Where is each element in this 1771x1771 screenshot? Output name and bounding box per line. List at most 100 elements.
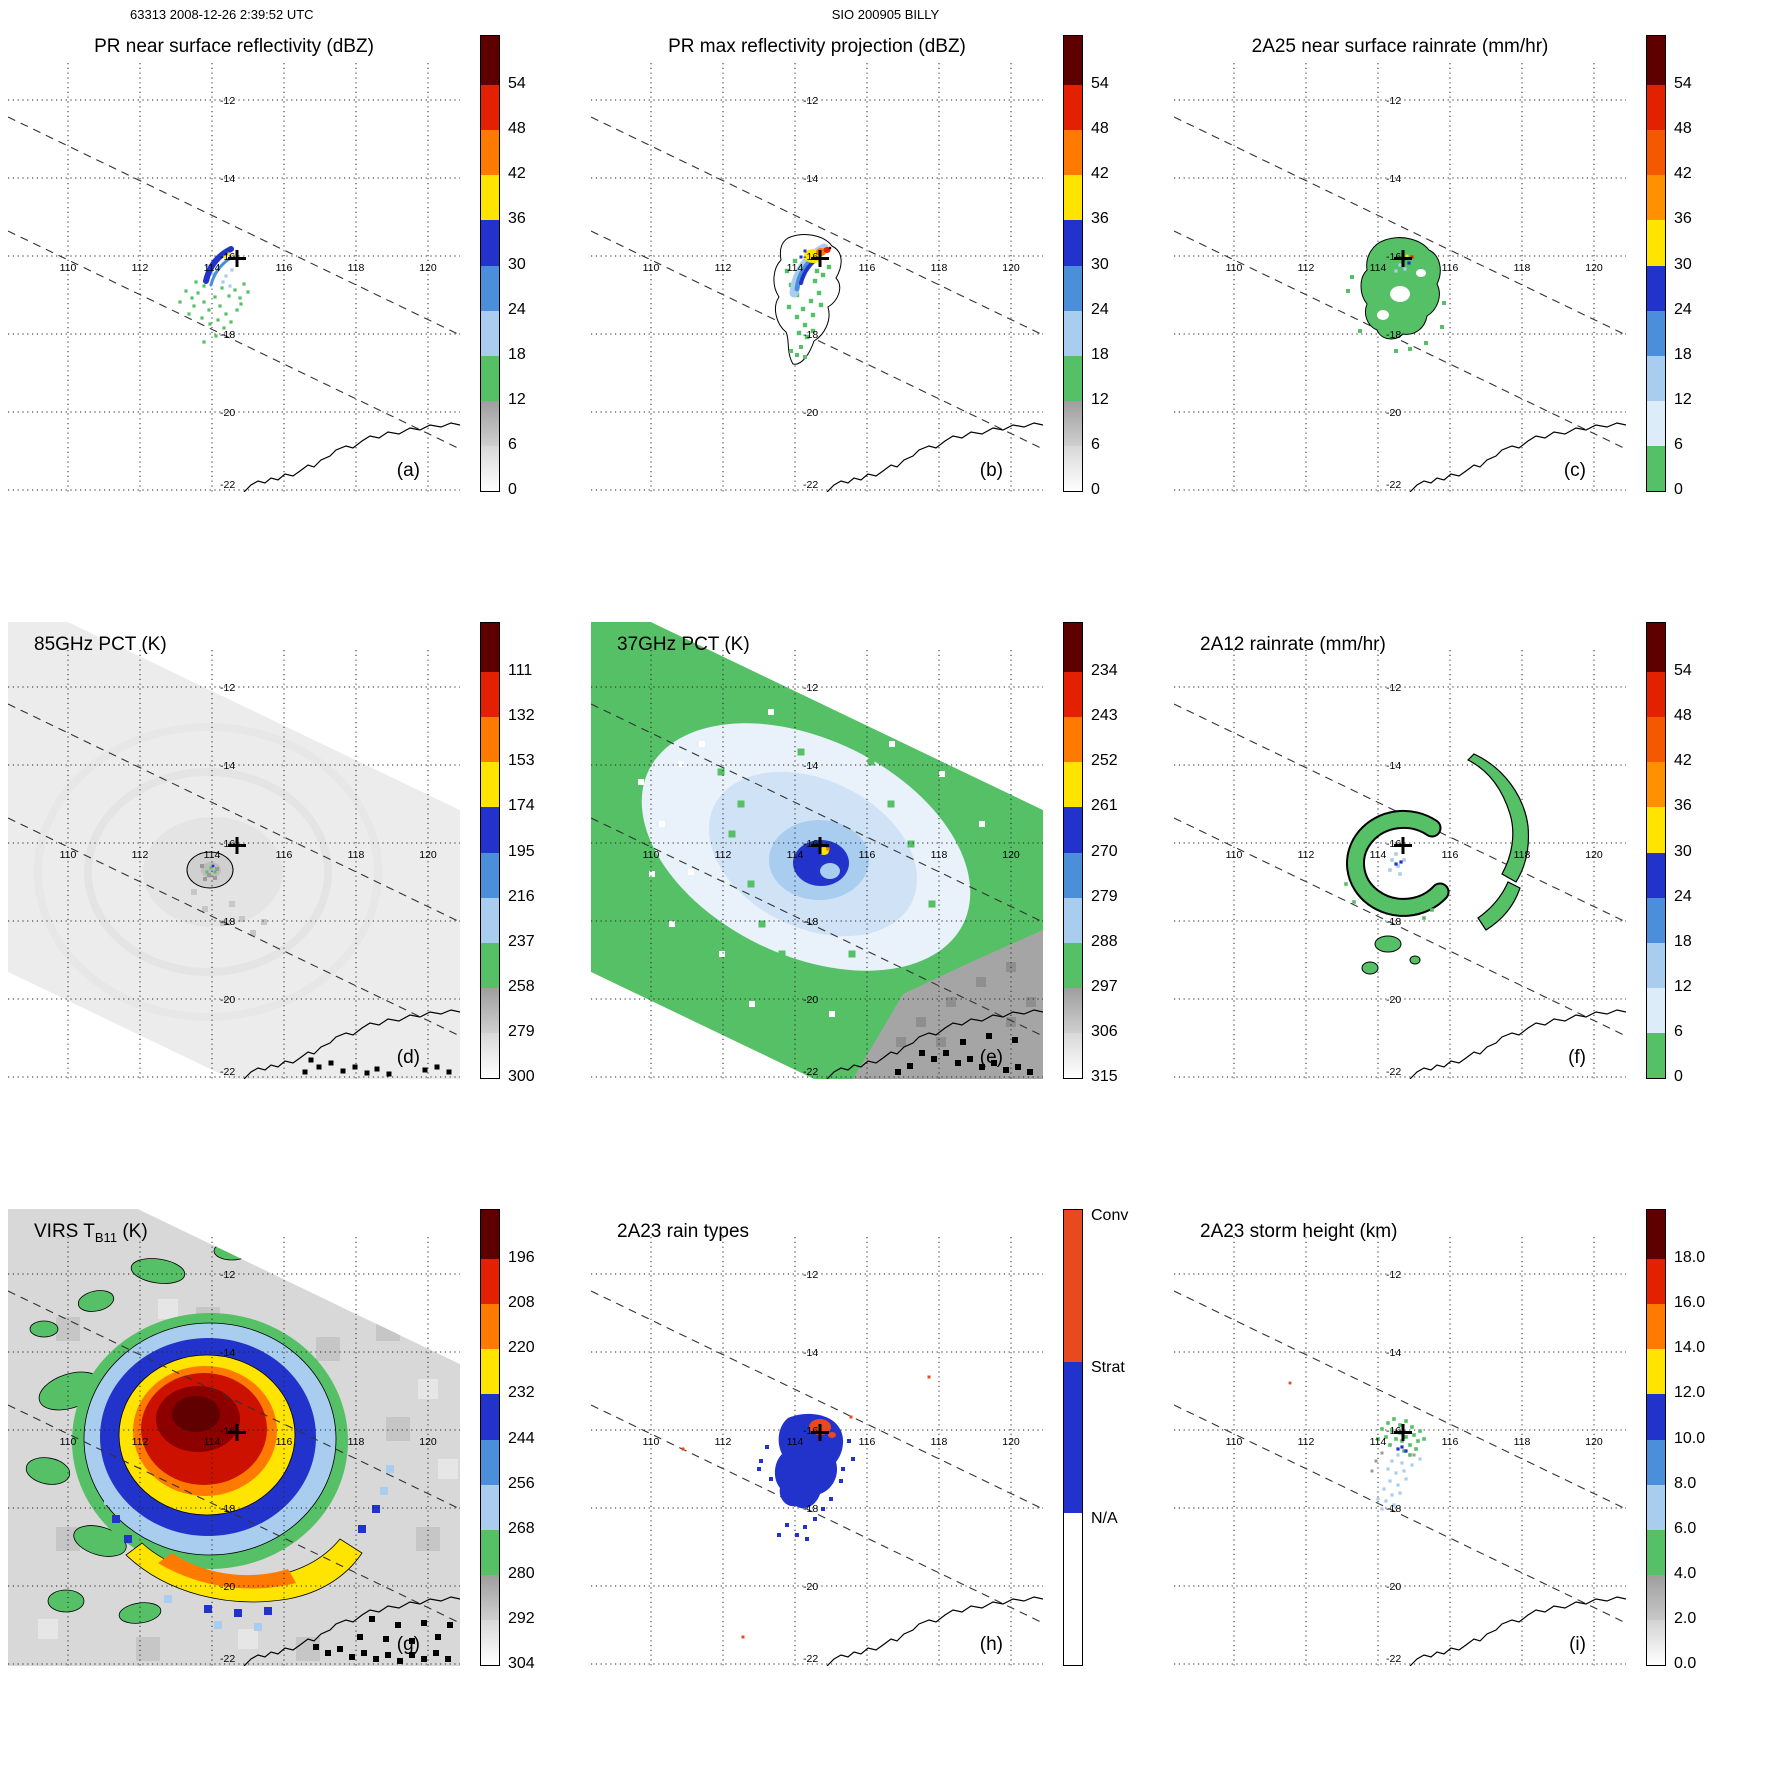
map-a: 110 112 114 116 118 120-12-14-16-18-20-22(a) xyxy=(8,63,460,492)
svg-text:112: 112 xyxy=(132,262,149,274)
colorbar-tick-label: 6 xyxy=(1674,1022,1683,1040)
svg-text:110: 110 xyxy=(1226,849,1243,861)
colorbar-segment xyxy=(481,807,499,853)
colorbar-segment xyxy=(481,1304,499,1350)
colorbar-tick-label: 48 xyxy=(1674,707,1692,725)
svg-text:112: 112 xyxy=(132,1436,149,1448)
svg-text:-22: -22 xyxy=(803,479,818,491)
colorbar-tick-label: 18 xyxy=(1674,932,1692,950)
panel-title: 2A12 rainrate (mm/hr) xyxy=(1200,634,1386,655)
svg-text:118: 118 xyxy=(1514,1436,1531,1448)
colorbar-tick-label: 30 xyxy=(508,255,526,273)
colorbar-labels-b: 54 48 42 36 30 24 18 12 6 0 xyxy=(1091,35,1159,498)
map-coordinate-labels: 110 112 114 116 118 120-12-14-16-18-20-22 xyxy=(1226,682,1603,1078)
svg-text:116: 116 xyxy=(276,849,293,861)
colorbar-tick-label: 48 xyxy=(1091,120,1109,138)
colorbar-segment xyxy=(481,1619,499,1665)
svg-text:-14: -14 xyxy=(803,1347,818,1359)
svg-text:-20: -20 xyxy=(803,1581,818,1593)
svg-text:118: 118 xyxy=(348,849,365,861)
colorbar-segment xyxy=(1647,1439,1665,1485)
colorbar-a xyxy=(480,35,500,492)
panel-letter: (h) xyxy=(980,1634,1003,1655)
map-wrap-b: 110 112 114 116 118 120 -12 -14 -16 -18 -20 -22 (b) … xyxy=(591,35,1043,492)
svg-text:120: 120 xyxy=(1585,849,1603,861)
svg-text:110: 110 xyxy=(1226,1436,1243,1448)
colorbar-tick-label: 24 xyxy=(1091,300,1109,318)
svg-text:-18: -18 xyxy=(220,916,235,928)
svg-text:-12: -12 xyxy=(220,682,235,694)
colorbar-tick-label: 54 xyxy=(1674,662,1692,680)
grid-lines xyxy=(1174,650,1626,1079)
colorbar-tick-label: 8.0 xyxy=(1674,1474,1697,1492)
panel-letter: (e) xyxy=(980,1047,1003,1068)
colorbar-segment xyxy=(481,987,499,1033)
map-c: 110 112 114 116 118 120-12-14-16-18-20-22(c) xyxy=(1174,63,1626,492)
panel-f: 110 112 114 116 118 120 -12 -14 -16 -18 -20 -22 (f) … xyxy=(1172,617,1755,1204)
colorbar-tick-label: 42 xyxy=(1674,752,1692,770)
svg-text:114: 114 xyxy=(787,849,804,861)
svg-text:-22: -22 xyxy=(803,1066,818,1078)
svg-text:-20: -20 xyxy=(220,994,235,1006)
svg-text:110: 110 xyxy=(60,1436,77,1448)
colorbar-segment xyxy=(1064,1210,1082,1362)
storm-center-marker xyxy=(1394,1424,1412,1441)
svg-text:120: 120 xyxy=(419,849,437,861)
colorbar-segment xyxy=(481,175,499,221)
colorbar-tick-label: 12.0 xyxy=(1674,1384,1706,1402)
colorbar-tick-label: 54 xyxy=(1674,75,1692,93)
colorbar-tick-label: 48 xyxy=(1674,120,1692,138)
colorbar-segment xyxy=(1064,1513,1082,1665)
colorbar-tick-label: 24 xyxy=(508,300,526,318)
colorbar-segment xyxy=(1064,220,1082,266)
panel-letter: (f) xyxy=(1568,1047,1586,1068)
storm-center-marker xyxy=(1394,250,1412,267)
colorbar-segment xyxy=(1064,85,1082,131)
map-coordinate-labels: 110 112 114 116 118 120-12-14-16-18-20-22 xyxy=(643,1269,1020,1665)
svg-text:120: 120 xyxy=(1002,262,1020,274)
colorbar-segment xyxy=(1647,85,1665,131)
colorbar-segment xyxy=(1064,623,1082,673)
colorbar-b xyxy=(1063,35,1083,492)
panel-letter: (i) xyxy=(1569,1634,1586,1655)
svg-text:-12: -12 xyxy=(1386,95,1401,107)
colorbar-segment xyxy=(1064,762,1082,808)
svg-text:110: 110 xyxy=(643,1436,660,1448)
storm-imagery xyxy=(773,234,842,365)
map-b: 110 112 114 116 118 120-12-14-16-18-20-22(b) xyxy=(591,63,1043,492)
panel-letter: (d) xyxy=(397,1047,420,1068)
swath-edge-dashes xyxy=(8,116,460,450)
colorbar-tick-label: 111 xyxy=(508,662,533,680)
colorbar-tick-label: 232 xyxy=(508,1384,535,1402)
coastline xyxy=(1409,1596,1626,1666)
panel-title: PR near surface reflectivity (dBZ) xyxy=(94,36,374,57)
svg-text:-14: -14 xyxy=(220,173,235,185)
colorbar-tick-label: 195 xyxy=(508,842,535,860)
colorbar-segment xyxy=(1647,265,1665,311)
panel-b: 110 112 114 116 118 120 -12 -14 -16 -18 -20 -22 (b) … xyxy=(589,30,1172,617)
colorbar-segment xyxy=(1064,175,1082,221)
colorbar-segment xyxy=(481,672,499,718)
coastline xyxy=(243,1009,460,1079)
colorbar-segment xyxy=(1647,762,1665,808)
colorbar-labels-h: Conv Strat N/A xyxy=(1091,1207,1159,1669)
colorbar-segment xyxy=(481,355,499,401)
svg-text:118: 118 xyxy=(1514,262,1531,274)
colorbar-tick-label: 252 xyxy=(1091,752,1118,770)
svg-text:-20: -20 xyxy=(1386,994,1401,1006)
colorbar-tick-label: 268 xyxy=(508,1519,535,1537)
colorbar-segment xyxy=(1064,987,1082,1033)
colorbar-segment xyxy=(481,1529,499,1575)
svg-text:116: 116 xyxy=(859,849,876,861)
colorbar-segment xyxy=(1647,220,1665,266)
panel-grid: 110 112 114 116 118 120 -12 -14 -16 -18 -20 -22 (a) … xyxy=(6,30,1755,1771)
map-e: 110 112 114 116 118 120-12-14-16-18-20-22(e) xyxy=(591,622,1043,1079)
swath-edge-dashes xyxy=(1174,703,1626,1037)
map-f: 110 112 114 116 118 120-12-14-16-18-20-22(f) xyxy=(1174,650,1626,1079)
colorbar-tick-label: 0 xyxy=(508,481,517,498)
colorbar-tick-label: 256 xyxy=(508,1474,535,1492)
colorbar-tick-label: 0 xyxy=(1674,1068,1683,1085)
colorbar-segment xyxy=(481,1210,499,1260)
colorbar-tick-label: 12 xyxy=(508,390,526,408)
grid-lines xyxy=(591,650,1043,1079)
